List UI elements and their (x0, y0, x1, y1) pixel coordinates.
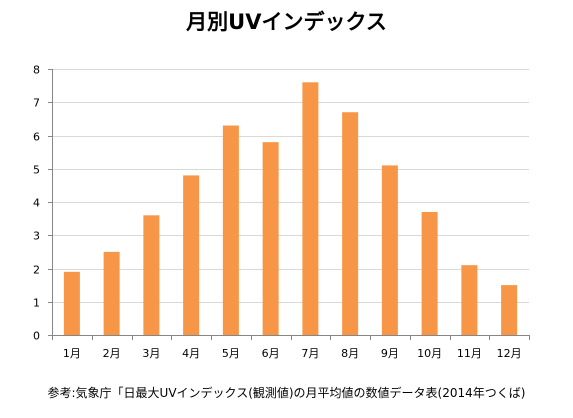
x-tick-label: 3月 (142, 347, 160, 360)
x-tick-label: 5月 (222, 347, 240, 360)
bar-2月 (103, 251, 120, 335)
x-tick-label: 11月 (457, 347, 482, 360)
chart-title: 月別UVインデックス (186, 10, 387, 34)
y-tick-label: 8 (33, 64, 40, 77)
y-tick-label: 0 (33, 330, 40, 343)
y-tick-label: 7 (33, 97, 40, 110)
bar-7月 (302, 82, 319, 335)
gridlines (52, 69, 529, 303)
bar-11月 (461, 265, 478, 335)
bar-6月 (262, 142, 279, 335)
y-tick-label: 3 (33, 230, 40, 243)
y-tick-labels: 0 1 2 3 4 5 6 7 8 (33, 64, 40, 343)
bar-12月 (501, 285, 518, 335)
x-tick-label: 2月 (103, 347, 121, 360)
bar-5月 (222, 125, 239, 336)
x-tick-label: 4月 (182, 347, 200, 360)
x-tick-label: 9月 (381, 347, 399, 360)
bar-8月 (342, 112, 359, 335)
bar-3月 (143, 215, 160, 335)
bar-1月 (63, 271, 80, 335)
x-tick-labels: 1月 2月 3月 4月 5月 6月 7月 8月 9月 10月 11月 12月 (63, 347, 522, 360)
y-tick-label: 2 (33, 264, 40, 277)
bars (63, 82, 518, 336)
bar-10月 (421, 211, 438, 335)
x-tick-label: 8月 (341, 347, 359, 360)
y-tick-label: 1 (33, 297, 40, 310)
x-tick-label: 6月 (262, 347, 280, 360)
y-tick-label: 6 (33, 131, 40, 144)
x-tick-label: 1月 (63, 347, 81, 360)
source-note: 参考:気象庁「日最大UVインデックス(観測値)の月平均値の数値データ表(2014… (47, 386, 526, 400)
y-tick-label: 4 (33, 197, 40, 210)
x-tick-label: 12月 (497, 347, 522, 360)
bar-4月 (183, 175, 200, 335)
axes (48, 69, 530, 340)
bar-9月 (381, 165, 398, 335)
y-tick-label: 5 (33, 164, 40, 177)
x-tick-label: 7月 (301, 347, 319, 360)
x-tick-label: 10月 (417, 347, 442, 360)
